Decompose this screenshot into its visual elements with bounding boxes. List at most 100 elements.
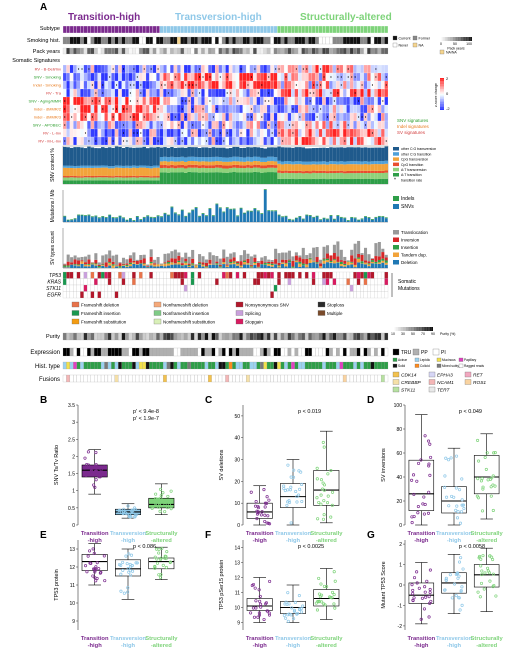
sv-segment (108, 250, 112, 259)
sv-segment (83, 264, 88, 267)
signature-dot (174, 116, 176, 118)
signature-cell (211, 120, 216, 130)
sv-segment (63, 265, 67, 267)
signature-dot (347, 124, 349, 126)
snv-context-segment (270, 161, 274, 165)
snv-context-segment (384, 172, 388, 179)
mutation-cell (114, 284, 119, 292)
snv-context-segment (145, 180, 150, 184)
signature-dot (185, 100, 187, 102)
mutations-snv-bar (364, 216, 367, 222)
subtype-cell (73, 25, 77, 34)
sv-segment (229, 259, 233, 262)
snv-context-segment (118, 167, 122, 176)
packyears-cell (311, 47, 316, 55)
smoking-cell (80, 36, 84, 45)
mutations-indel-bar (167, 214, 170, 216)
purity-scale-cell (425, 327, 427, 331)
boxplot-box (246, 598, 273, 611)
boxplot-point (477, 459, 481, 463)
subtype-cell (208, 25, 212, 34)
signature-cell (132, 104, 136, 114)
signature-cell (239, 136, 243, 146)
snv-context-segment (235, 167, 240, 173)
signature-cell (280, 104, 285, 114)
packyears-cell (215, 47, 219, 55)
signature-cell (187, 112, 192, 122)
signature-cell (298, 72, 302, 82)
sv-segment (232, 257, 236, 262)
group-label: Transition (407, 531, 435, 537)
sv-segment (90, 264, 94, 268)
mutations-indel-bar (205, 215, 208, 217)
snv-context-segment (253, 167, 257, 172)
signature-cell (235, 104, 240, 114)
mutation-type-label: Multiple (327, 311, 343, 316)
boxplot-point (417, 461, 421, 465)
mutation-cell (239, 278, 243, 286)
boxplot-point (169, 489, 173, 493)
signature-cell (353, 104, 357, 114)
mutation-cell (76, 278, 81, 286)
signature-cell (322, 136, 326, 146)
mutations-snv-bar (270, 211, 274, 222)
subtype-cell (183, 25, 188, 34)
mutations-snv-bar (360, 219, 364, 222)
signature-row-label: SNV - APOBEC (33, 123, 61, 128)
expression-cell (194, 347, 198, 357)
signature-cell (204, 120, 209, 130)
signature-cell (159, 104, 164, 114)
snv-context-segment (208, 157, 212, 162)
signature-dot (326, 116, 329, 118)
packyears-cell (232, 47, 236, 55)
signature-legend-label: SNV signatures (397, 118, 429, 123)
expression-cell (353, 347, 357, 357)
boxplot-point (412, 492, 416, 496)
sv-segment (115, 265, 119, 267)
fusion-cell (132, 374, 136, 383)
subtype-title-transversion: Transversion-high (175, 12, 262, 23)
snv-context-segment (339, 172, 344, 179)
snv-context-segment (111, 177, 115, 181)
mutation-cell (90, 278, 95, 286)
signature-cell (374, 104, 378, 114)
sv-segment (357, 262, 361, 268)
packyears-cell (253, 47, 257, 55)
snv-context-segment (287, 161, 292, 165)
smoking-cell (194, 36, 198, 45)
mutation-cell (284, 291, 288, 299)
boxplot-tick-label: 1.5 (68, 472, 75, 478)
snv-context-segment (101, 180, 105, 184)
boxplot-point (259, 602, 263, 606)
signature-cell (170, 128, 174, 138)
signature-cell (211, 136, 216, 146)
boxplot-point (267, 613, 272, 617)
sv-segment (343, 263, 347, 266)
mutations-snv-bar (80, 215, 84, 222)
packyears-cell (301, 47, 306, 55)
mutation-cell (322, 284, 326, 292)
snv-context-segment (121, 165, 126, 169)
sv-segment (267, 261, 271, 264)
signature-cell (90, 136, 95, 146)
signature-cell (194, 104, 198, 114)
signature-cell (132, 88, 136, 98)
sv-segment (66, 254, 70, 262)
signature-cell (218, 120, 223, 130)
signature-cell (270, 120, 274, 130)
snv-context-segment (87, 167, 91, 176)
mutation-cell (197, 278, 202, 286)
hist-cell (83, 361, 88, 370)
sv-segment (367, 254, 371, 262)
signature-dot (223, 140, 225, 142)
signature-cell (114, 64, 119, 74)
fusion-cell (294, 374, 299, 383)
mutations-snv-bar (267, 211, 271, 222)
signature-dot (240, 68, 242, 70)
signature-cell (270, 96, 274, 106)
snv-context-segment (63, 165, 67, 168)
snv-context-segment (73, 165, 77, 169)
signature-cell (94, 128, 98, 138)
signature-cell (322, 88, 326, 98)
signature-cell (253, 104, 257, 114)
